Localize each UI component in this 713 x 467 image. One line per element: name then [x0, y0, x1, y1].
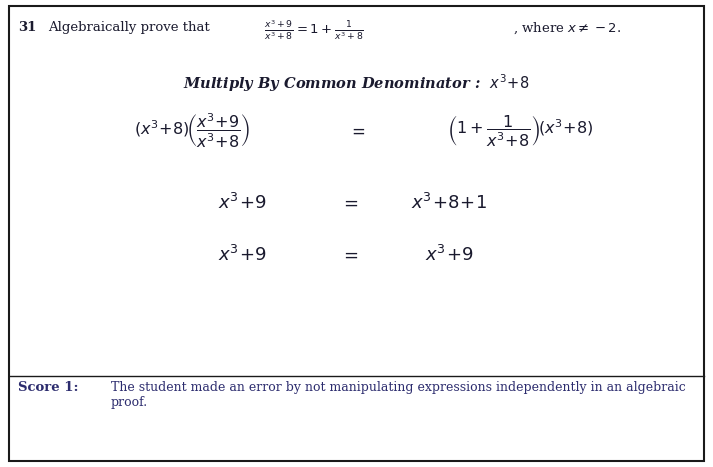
Text: $x^3\!+\!9$: $x^3\!+\!9$ — [218, 244, 267, 265]
Text: , where $x \neq -2$.: , where $x \neq -2$. — [513, 21, 622, 36]
Text: $\frac{x^3+9}{x^3+8} = 1 + \frac{1}{x^3+8}$: $\frac{x^3+9}{x^3+8} = 1 + \frac{1}{x^3+… — [264, 18, 364, 42]
Text: Multiply By Common Denominator :  $x^3\!+\!8$: Multiply By Common Denominator : $x^3\!+… — [183, 72, 530, 94]
Text: $\left(1 + \dfrac{1}{x^3\!+\!8}\right)\!\left(x^3\!+\!8\right)$: $\left(1 + \dfrac{1}{x^3\!+\!8}\right)\!… — [447, 113, 594, 149]
Text: The student made an error by not manipulating expressions independently in an al: The student made an error by not manipul… — [111, 381, 685, 409]
Text: $=$: $=$ — [340, 246, 359, 263]
Text: $x^3\!+\!8\!+\!1$: $x^3\!+\!8\!+\!1$ — [411, 193, 487, 213]
Text: $=$: $=$ — [340, 194, 359, 212]
Text: $(x^3\!+\!8)\!\left(\dfrac{x^3\!+\!9}{x^3\!+\!8}\right)$: $(x^3\!+\!8)\!\left(\dfrac{x^3\!+\!9}{x^… — [134, 112, 251, 150]
Text: Algebraically prove that: Algebraically prove that — [48, 21, 210, 34]
Text: 31: 31 — [18, 21, 36, 34]
Text: $=$: $=$ — [348, 122, 365, 140]
Text: Score 1:: Score 1: — [18, 381, 78, 394]
Text: $x^3\!+\!9$: $x^3\!+\!9$ — [218, 193, 267, 213]
Text: $x^3\!+\!9$: $x^3\!+\!9$ — [425, 244, 473, 265]
